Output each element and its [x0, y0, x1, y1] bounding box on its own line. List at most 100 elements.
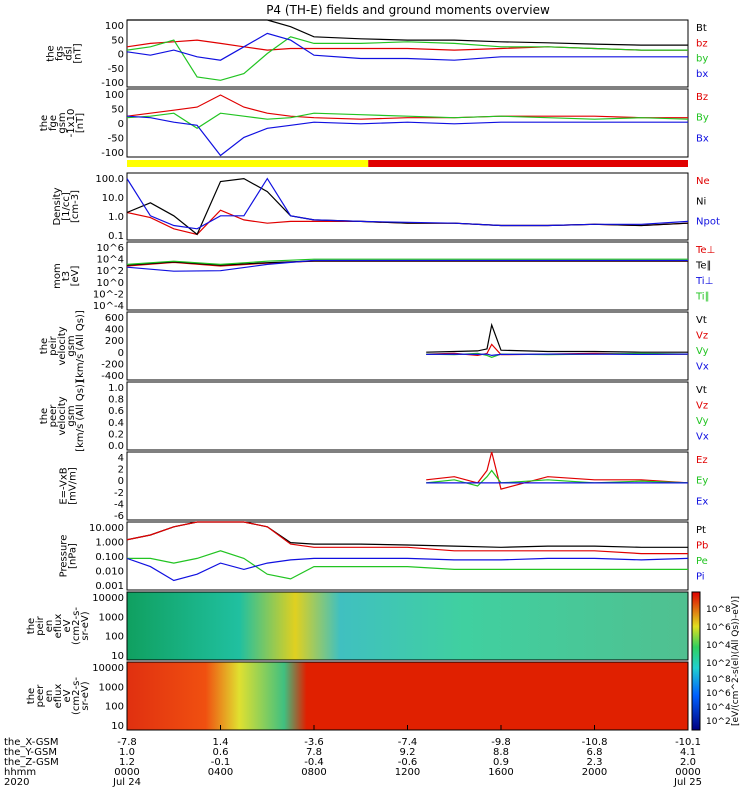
- y-axis-label: gsm: [66, 335, 77, 356]
- legend-item: Pt: [696, 525, 706, 536]
- time-axis-value: 7.8: [306, 747, 322, 758]
- series-line-Pb: [126, 521, 688, 555]
- y-tick-label: 1.0: [108, 212, 124, 223]
- panel-peer_eflux: 10000 1000 100 10 thepeerenefluxeV(cm2-s-sr-…: [26, 661, 689, 732]
- y-axis-label: [nT]: [73, 43, 84, 63]
- y-tick-label: 1000: [99, 612, 124, 623]
- y-axis-label: velocity: [57, 326, 68, 365]
- spectrogram: [127, 662, 688, 730]
- y-tick-label: -2: [114, 488, 124, 499]
- series-line-Pi: [126, 557, 689, 582]
- time-axis-value: 6.8: [587, 747, 603, 758]
- legend-item: by: [696, 54, 708, 65]
- y-tick-label: 10^-4: [93, 301, 124, 312]
- y-tick-label: -50: [108, 64, 124, 75]
- y-tick-label: 10^4: [97, 255, 124, 266]
- y-tick-label: -400: [101, 371, 124, 382]
- colorbar-tick: 10^8: [706, 605, 731, 615]
- time-axis-row-label: the_Z-GSM: [4, 757, 59, 768]
- time-axis-value: 9.2: [400, 747, 416, 758]
- y-axis-label: -1x10: [66, 109, 77, 138]
- time-axis-value: 2.0: [680, 757, 696, 768]
- y-tick-label: -200: [101, 359, 124, 370]
- y-tick-label: 2: [118, 465, 124, 476]
- chart-title: P4 (TH-E) fields and ground moments over…: [266, 3, 550, 17]
- y-axis-label: dsl: [64, 46, 75, 60]
- y-tick-label: 0: [118, 476, 124, 487]
- y-axis-label: the: [39, 115, 50, 131]
- time-axis-row-label: the_X-GSM: [4, 737, 58, 748]
- time-axis-value: 4.1: [680, 747, 696, 758]
- y-axis-label: the: [39, 338, 50, 354]
- time-axis-value: -3.6: [304, 737, 324, 748]
- y-tick-label: 100: [105, 702, 124, 713]
- y-axis-label: [1/cc]: [61, 192, 72, 221]
- y-axis-label: Density: [52, 187, 63, 225]
- y-axis-label: sr-eV): [80, 681, 91, 710]
- series-line-bx: [126, 32, 688, 61]
- y-axis-label: [km/s (All Qs)]: [75, 380, 86, 452]
- series-line-Ti∥: [126, 258, 688, 266]
- y-tick-label: -50: [108, 134, 124, 145]
- colorbar-tick: 10^8: [706, 675, 731, 685]
- y-tick-label: 10.000: [89, 523, 124, 534]
- y-tick-label: 0: [118, 348, 124, 359]
- legend-item: Ni: [696, 196, 706, 207]
- y-tick-label: 10^6: [97, 243, 124, 254]
- time-axis-value: 1600: [488, 767, 513, 778]
- y-axis-label: gsm: [66, 405, 77, 426]
- panel-frame: [126, 521, 689, 591]
- y-axis-label: [nPa]: [68, 543, 79, 569]
- time-axis-value: -10.1: [675, 737, 701, 748]
- y-tick-label: 10^0: [97, 278, 124, 289]
- y-axis-label: the: [39, 408, 50, 424]
- y-axis-label: (cm2-s-: [71, 607, 82, 645]
- y-tick-label: 10: [111, 721, 124, 732]
- y-tick-label: 1.000: [95, 538, 124, 549]
- colorbar-tick: 10^6: [706, 623, 731, 633]
- legend-item: bx: [696, 69, 708, 80]
- y-axis-label: peer: [35, 684, 46, 708]
- colorbar-tick: 10^2: [706, 717, 731, 727]
- y-tick-label: 10000: [92, 593, 124, 604]
- y-tick-label: 100: [105, 632, 124, 643]
- legend-item: Bx: [696, 133, 709, 144]
- panel-efield: 420-2-4-6 E=-VxB[mV/m] Ez Ey Ex: [59, 451, 708, 522]
- y-axis-label: [mV/m]: [68, 467, 79, 505]
- y-axis-label: peir: [35, 615, 46, 635]
- y-axis-label: [eV]: [70, 266, 81, 287]
- time-axis-value: -10.8: [582, 737, 608, 748]
- y-tick-label: -4: [114, 499, 124, 510]
- time-axis-value: 0400: [208, 767, 233, 778]
- legend-item: Bz: [696, 92, 708, 103]
- y-axis-label: velocity: [57, 396, 68, 435]
- time-axis-value: 2.3: [587, 757, 603, 768]
- y-axis-label: E=-VxB: [59, 467, 70, 504]
- legend-item: Ti∥: [695, 292, 710, 303]
- y-tick-label: 0.1: [108, 231, 124, 242]
- y-tick-label: 0: [118, 119, 124, 130]
- y-axis-label: mom: [52, 263, 63, 289]
- series-line-Vx: [426, 353, 689, 357]
- y-tick-label: -100: [101, 148, 124, 159]
- y-tick-label: 50: [111, 35, 124, 46]
- time-axis-value: 1.2: [119, 757, 135, 768]
- colorbar-label: [eV/(cm^2-s(el)(All Qs))-eV)]: [731, 596, 741, 726]
- y-tick-label: -100: [101, 78, 124, 89]
- y-axis-label: sr-eV): [80, 611, 91, 640]
- panel-frame: [126, 591, 689, 661]
- time-axis-value: 8.8: [493, 747, 509, 758]
- y-axis-label: [cm-3]: [70, 190, 81, 223]
- y-axis-label: the: [46, 45, 57, 61]
- legend-item: Vy: [696, 416, 709, 427]
- y-tick-label: 50: [111, 105, 124, 116]
- colorbar-tick: 10^4: [706, 703, 731, 713]
- y-axis-label: eflux: [53, 614, 64, 639]
- y-tick-label: 1.0: [108, 383, 124, 394]
- time-axis-value: -9.8: [491, 737, 511, 748]
- y-tick-label: 400: [105, 325, 124, 336]
- legend-item: Bt: [696, 23, 707, 34]
- y-tick-label: 10^-2: [93, 289, 124, 300]
